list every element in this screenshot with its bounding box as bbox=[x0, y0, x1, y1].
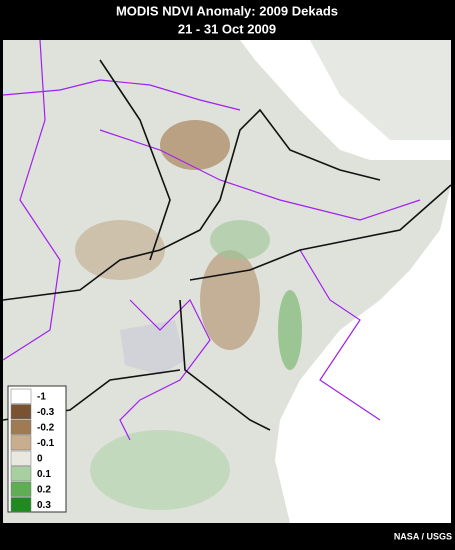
country-border bbox=[189, 184, 452, 281]
legend-swatch bbox=[10, 435, 32, 451]
legend: -1 -0.3 -0.2 -0.1 0 0.1 0.2 0.3 bbox=[7, 385, 67, 513]
legend-swatch bbox=[10, 481, 32, 497]
green-patch bbox=[278, 290, 302, 370]
country-border bbox=[2, 108, 381, 301]
dry-patch bbox=[200, 250, 260, 350]
credit: NASA / USGS bbox=[394, 531, 452, 541]
map-title: MODIS NDVI Anomaly: 2009 Dekads bbox=[116, 3, 338, 18]
legend-label: 0.1 bbox=[37, 469, 51, 480]
arabia bbox=[310, 40, 451, 140]
legend-swatch bbox=[10, 450, 32, 466]
legend-swatch bbox=[10, 388, 32, 404]
legend-swatch bbox=[10, 404, 32, 420]
legend-label: 0.2 bbox=[37, 484, 51, 495]
admin-border bbox=[2, 39, 61, 361]
dry-patch bbox=[75, 220, 165, 280]
admin-border bbox=[2, 79, 241, 111]
legend-label: 0 bbox=[37, 453, 43, 464]
legend-swatch bbox=[10, 419, 32, 435]
admin-border bbox=[119, 298, 211, 441]
indian-ocean bbox=[275, 185, 451, 523]
legend-label: -1 bbox=[37, 391, 46, 402]
legend-label: -0.1 bbox=[37, 438, 55, 449]
admin-border bbox=[299, 249, 381, 421]
legend-label: 0.3 bbox=[37, 500, 51, 511]
legend-label: -0.3 bbox=[37, 407, 55, 418]
legend-swatch bbox=[10, 466, 32, 482]
green-patch bbox=[210, 220, 270, 260]
green-patch bbox=[90, 430, 230, 510]
country-border bbox=[99, 59, 171, 261]
legend-label: -0.2 bbox=[37, 422, 55, 433]
legend-swatch bbox=[10, 497, 32, 513]
country-border bbox=[179, 299, 271, 431]
map bbox=[2, 39, 452, 523]
dry-patch bbox=[160, 120, 230, 170]
lake-region bbox=[120, 320, 185, 375]
map-subtitle: 21 - 31 Oct 2009 bbox=[178, 21, 276, 36]
